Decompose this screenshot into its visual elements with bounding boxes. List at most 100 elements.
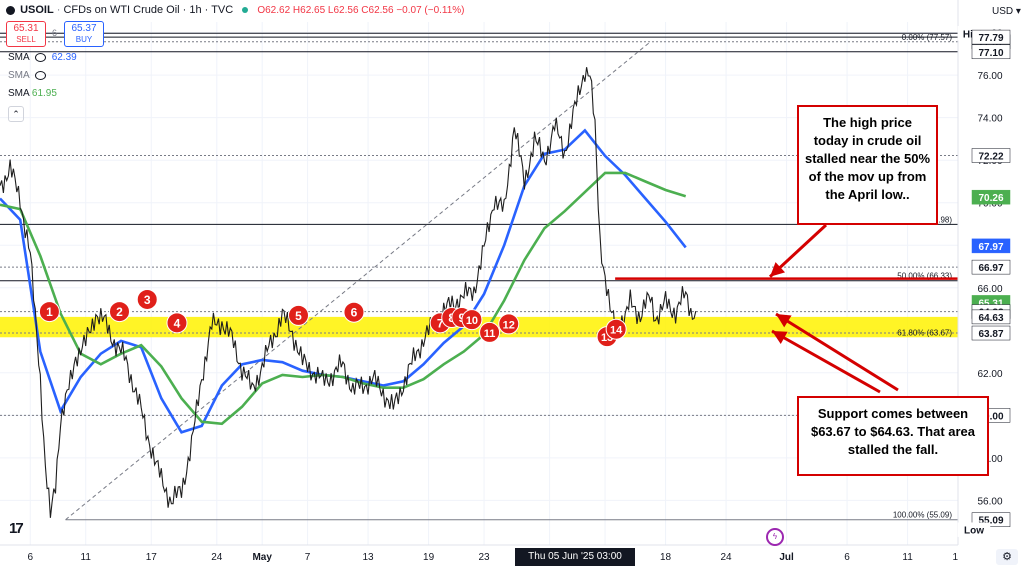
arrows-layer [768,223,899,394]
symbol-description: CFDs on WTI Crude Oil · 1h · TVC [63,4,234,16]
tradingview-logo-icon: 17 [9,520,24,537]
marker-label: 4 [174,316,181,330]
price-label-box [971,238,1011,254]
numbered-marker: 14 [605,318,627,340]
numbered-marker: 1 [38,301,60,323]
marker-label: 5 [295,309,302,323]
price-line [0,67,697,518]
indicator-row-2[interactable]: SMA [8,70,49,81]
alert-icon[interactable]: ϟ [766,528,784,546]
price-label: 77.10 [978,48,1003,59]
currency-label[interactable]: USD ▾ [992,6,1021,17]
price-label-box [971,29,1011,45]
moving-average-line [0,128,687,434]
x-tick-label: May [252,552,272,563]
x-tick-label: 6 [844,552,850,563]
y-tick-label: 76.00 [977,71,1002,82]
x-tick-label: 24 [211,552,223,563]
y-tick-label: 62.00 [977,369,1002,380]
indicator-value: 62.39 [51,52,77,63]
eye-off-icon[interactable] [34,52,46,62]
price-label-box [971,189,1011,205]
price-label: 67.97 [978,242,1003,253]
marker-circle [498,313,520,335]
marker-label: 3 [144,293,151,307]
numbered-marker: 3 [136,288,158,310]
symbol-header[interactable]: USOIL · CFDs on WTI Crude Oil · 1h · TVC… [6,4,465,16]
marker-label: 1 [46,305,53,319]
marker-circle [461,309,483,331]
ohlc-values: O62.62 H62.65 L62.56 C62.56 −0.07 (−0.11… [257,5,465,16]
indicator-row-3[interactable]: SMA 61.95 [8,88,57,99]
price-label: 70.26 [978,193,1003,204]
symbol-name: USOIL [20,4,54,16]
marker-circle [343,301,365,323]
y-tick-label: 66.00 [977,284,1002,295]
collapse-chevron-icon[interactable]: ⌃ [8,106,24,122]
x-tick-label: 11 [902,552,913,563]
numbered-marker: 11 [479,321,501,343]
numbered-marker: 5 [287,304,309,326]
arrow-head [770,262,786,277]
x-tick-label: 24 [721,552,733,563]
price-label: Low [964,526,984,537]
numbered-marker: 6 [343,301,365,323]
numbered-markers-layer: 1234567891011121314 [38,288,627,348]
price-label-box [971,44,1011,60]
marker-label: 14 [610,325,623,337]
market-status-icon [242,7,249,14]
arrow-head [776,314,792,328]
x-tick-label: 11 [81,552,92,563]
annotation-arrow [771,329,881,394]
arrow-head [772,331,788,344]
x-tick-label: 18 [660,552,672,563]
fib-level-label: 50.00% (66.33) [897,272,952,281]
indicator-label: SMA [8,88,30,99]
sell-label: SELL [16,35,36,44]
marker-label: 6 [351,306,358,320]
indicator-row-1[interactable]: SMA 62.39 [8,52,77,63]
price-label-box [971,259,1011,275]
numbered-marker: 10 [461,309,483,331]
x-tick-label: 17 [146,552,158,563]
marker-label: 7 [437,316,444,330]
marker-label: 11 [484,328,496,340]
sell-price: 65.31 [13,23,39,34]
price-label-box [957,522,991,537]
x-tick-label: 13 [363,552,375,563]
marker-circle [136,288,158,310]
sell-button[interactable]: 65.31 SELL [6,21,46,47]
x-tick-label: 23 [478,552,490,563]
price-label-box [971,148,1011,163]
y-tick-label: 56.00 [977,496,1002,507]
price-label-box [971,325,1011,341]
moving-averages-layer [0,128,687,434]
price-series-layer [0,67,697,518]
price-label: 65.31 [978,298,1003,309]
numbered-marker: 12 [498,313,520,335]
marker-label: 2 [116,305,123,319]
marker-circle [605,318,627,340]
settings-icon[interactable]: ⚙ [996,549,1018,565]
y-tick-label: 74.00 [977,114,1002,125]
crosshair-time-label: Thu 05 Jun '25 03:00 [515,548,635,566]
x-tick-label: 19 [423,552,435,563]
buy-button[interactable]: 65.37 BUY [64,21,104,47]
indicator-label: SMA [8,70,30,81]
price-label: 55.09 [978,516,1003,527]
high-price-callout: The high price today in crude oil stalle… [797,105,938,225]
marker-circle [287,304,309,326]
indicator-value: 61.95 [31,88,57,99]
price-label-box [971,309,1011,325]
price-label: 77.79 [978,33,1003,44]
fib-level-label: 100.00% (55.09) [893,511,952,520]
price-label: 72.22 [978,152,1003,163]
marker-label: 10 [466,315,478,327]
marker-label: 12 [503,319,515,331]
numbered-marker: 4 [166,312,188,334]
symbol-icon [6,5,15,15]
eye-off-icon[interactable] [34,70,46,80]
price-label: 66.97 [978,263,1003,274]
marker-circle [479,321,501,343]
